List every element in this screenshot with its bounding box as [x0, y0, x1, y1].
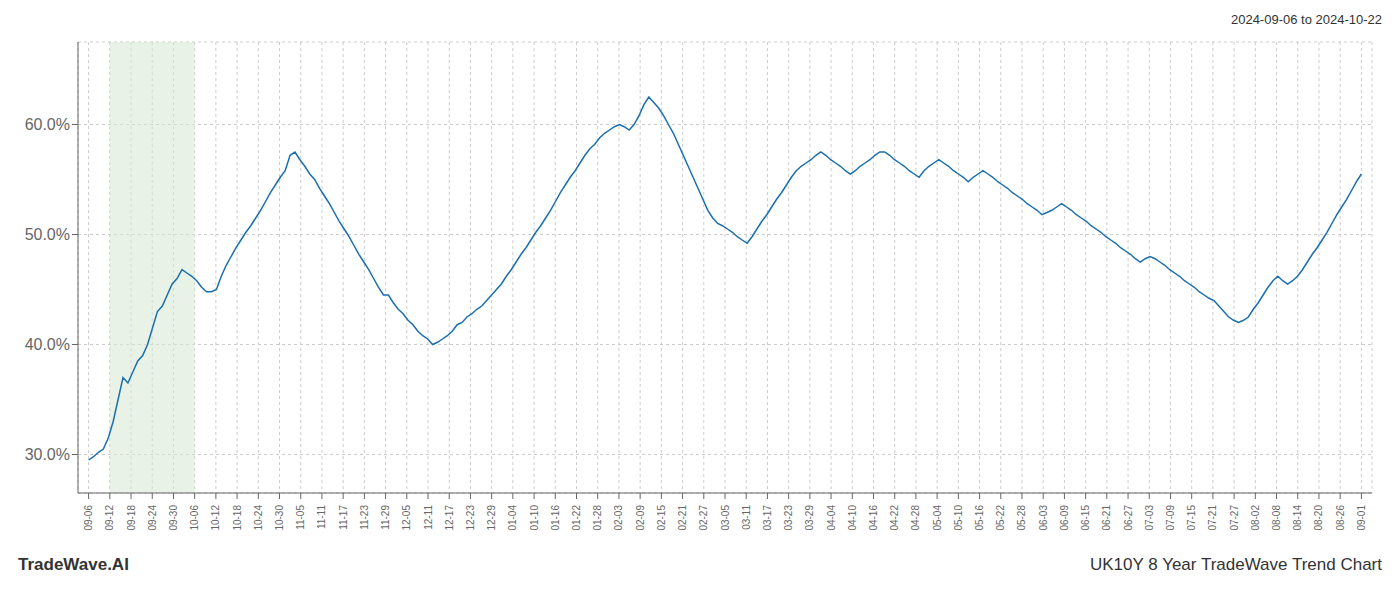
svg-text:05-22: 05-22 — [995, 505, 1006, 531]
svg-text:01-16: 01-16 — [550, 505, 561, 531]
svg-text:02-03: 02-03 — [613, 505, 624, 531]
html-text:UK10Y 8 Year TradeWave Trend C: UK10Y 8 Year TradeWave Trend Chart — [1090, 555, 1382, 574]
svg-text:12-05: 12-05 — [401, 505, 412, 531]
svg-text:30.0%: 30.0% — [25, 446, 70, 463]
svg-text:12-11: 12-11 — [423, 505, 434, 530]
svg-text:03-17: 03-17 — [762, 505, 773, 531]
svg-text:04-04: 04-04 — [826, 505, 837, 531]
svg-text:04-28: 04-28 — [910, 505, 921, 531]
svg-text:02-27: 02-27 — [698, 505, 709, 531]
svg-text:12-23: 12-23 — [465, 505, 476, 531]
svg-text:10-24: 10-24 — [253, 505, 264, 531]
svg-text:07-27: 07-27 — [1229, 505, 1240, 531]
svg-text:10-12: 10-12 — [210, 505, 221, 531]
svg-text:02-15: 02-15 — [656, 505, 667, 531]
svg-text:03-11: 03-11 — [741, 505, 752, 530]
svg-text:10-18: 10-18 — [232, 505, 243, 531]
svg-text:09-01: 09-01 — [1356, 505, 1367, 531]
svg-text:01-22: 01-22 — [571, 505, 582, 531]
svg-text:08-14: 08-14 — [1292, 505, 1303, 531]
svg-text:02-21: 02-21 — [677, 505, 688, 531]
svg-text:07-03: 07-03 — [1144, 505, 1155, 531]
svg-text:10-06: 10-06 — [189, 505, 200, 531]
svg-text:05-28: 05-28 — [1016, 505, 1027, 531]
svg-text:06-03: 06-03 — [1038, 505, 1049, 531]
svg-text:08-08: 08-08 — [1271, 505, 1282, 531]
svg-text:06-27: 06-27 — [1123, 505, 1134, 531]
svg-text:06-09: 06-09 — [1059, 505, 1070, 531]
html-text:2024-09-06 to 2024-10-22: 2024-09-06 to 2024-10-22 — [1230, 12, 1382, 27]
svg-text:07-09: 07-09 — [1165, 505, 1176, 531]
svg-text:01-10: 01-10 — [529, 505, 540, 531]
svg-text:01-28: 01-28 — [592, 505, 603, 531]
svg-text:03-29: 03-29 — [804, 505, 815, 531]
svg-text:08-26: 08-26 — [1335, 505, 1346, 531]
svg-text:12-29: 12-29 — [486, 505, 497, 531]
svg-text:10-30: 10-30 — [274, 505, 285, 531]
svg-text:50.0%: 50.0% — [25, 226, 70, 243]
svg-text:09-24: 09-24 — [147, 505, 158, 531]
svg-text:05-04: 05-04 — [932, 505, 943, 531]
svg-text:05-16: 05-16 — [974, 505, 985, 531]
svg-text:03-23: 03-23 — [783, 505, 794, 531]
svg-text:60.0%: 60.0% — [25, 116, 70, 133]
svg-text:11-05: 11-05 — [295, 505, 306, 530]
svg-text:40.0%: 40.0% — [25, 336, 70, 353]
svg-text:04-22: 04-22 — [889, 505, 900, 531]
svg-text:03-05: 03-05 — [720, 505, 731, 531]
svg-text:11-11: 11-11 — [316, 505, 327, 530]
svg-text:11-23: 11-23 — [359, 505, 370, 530]
svg-text:04-16: 04-16 — [868, 505, 879, 531]
svg-text:08-02: 08-02 — [1250, 505, 1261, 531]
html-text:TradeWave.AI: TradeWave.AI — [18, 555, 129, 574]
svg-text:04-10: 04-10 — [847, 505, 858, 531]
svg-text:08-20: 08-20 — [1313, 505, 1324, 531]
svg-text:12-17: 12-17 — [444, 505, 455, 531]
svg-text:09-30: 09-30 — [168, 505, 179, 531]
svg-text:07-21: 07-21 — [1207, 505, 1218, 531]
svg-text:11-17: 11-17 — [338, 505, 349, 530]
svg-text:05-10: 05-10 — [953, 505, 964, 531]
svg-text:01-04: 01-04 — [507, 505, 518, 531]
svg-text:02-09: 02-09 — [635, 505, 646, 531]
svg-text:11-29: 11-29 — [380, 505, 391, 530]
svg-text:09-12: 09-12 — [104, 505, 115, 531]
svg-text:07-15: 07-15 — [1186, 505, 1197, 531]
svg-text:06-15: 06-15 — [1080, 505, 1091, 531]
svg-text:06-21: 06-21 — [1101, 505, 1112, 531]
svg-text:09-18: 09-18 — [126, 505, 137, 531]
svg-text:09-06: 09-06 — [83, 505, 94, 531]
